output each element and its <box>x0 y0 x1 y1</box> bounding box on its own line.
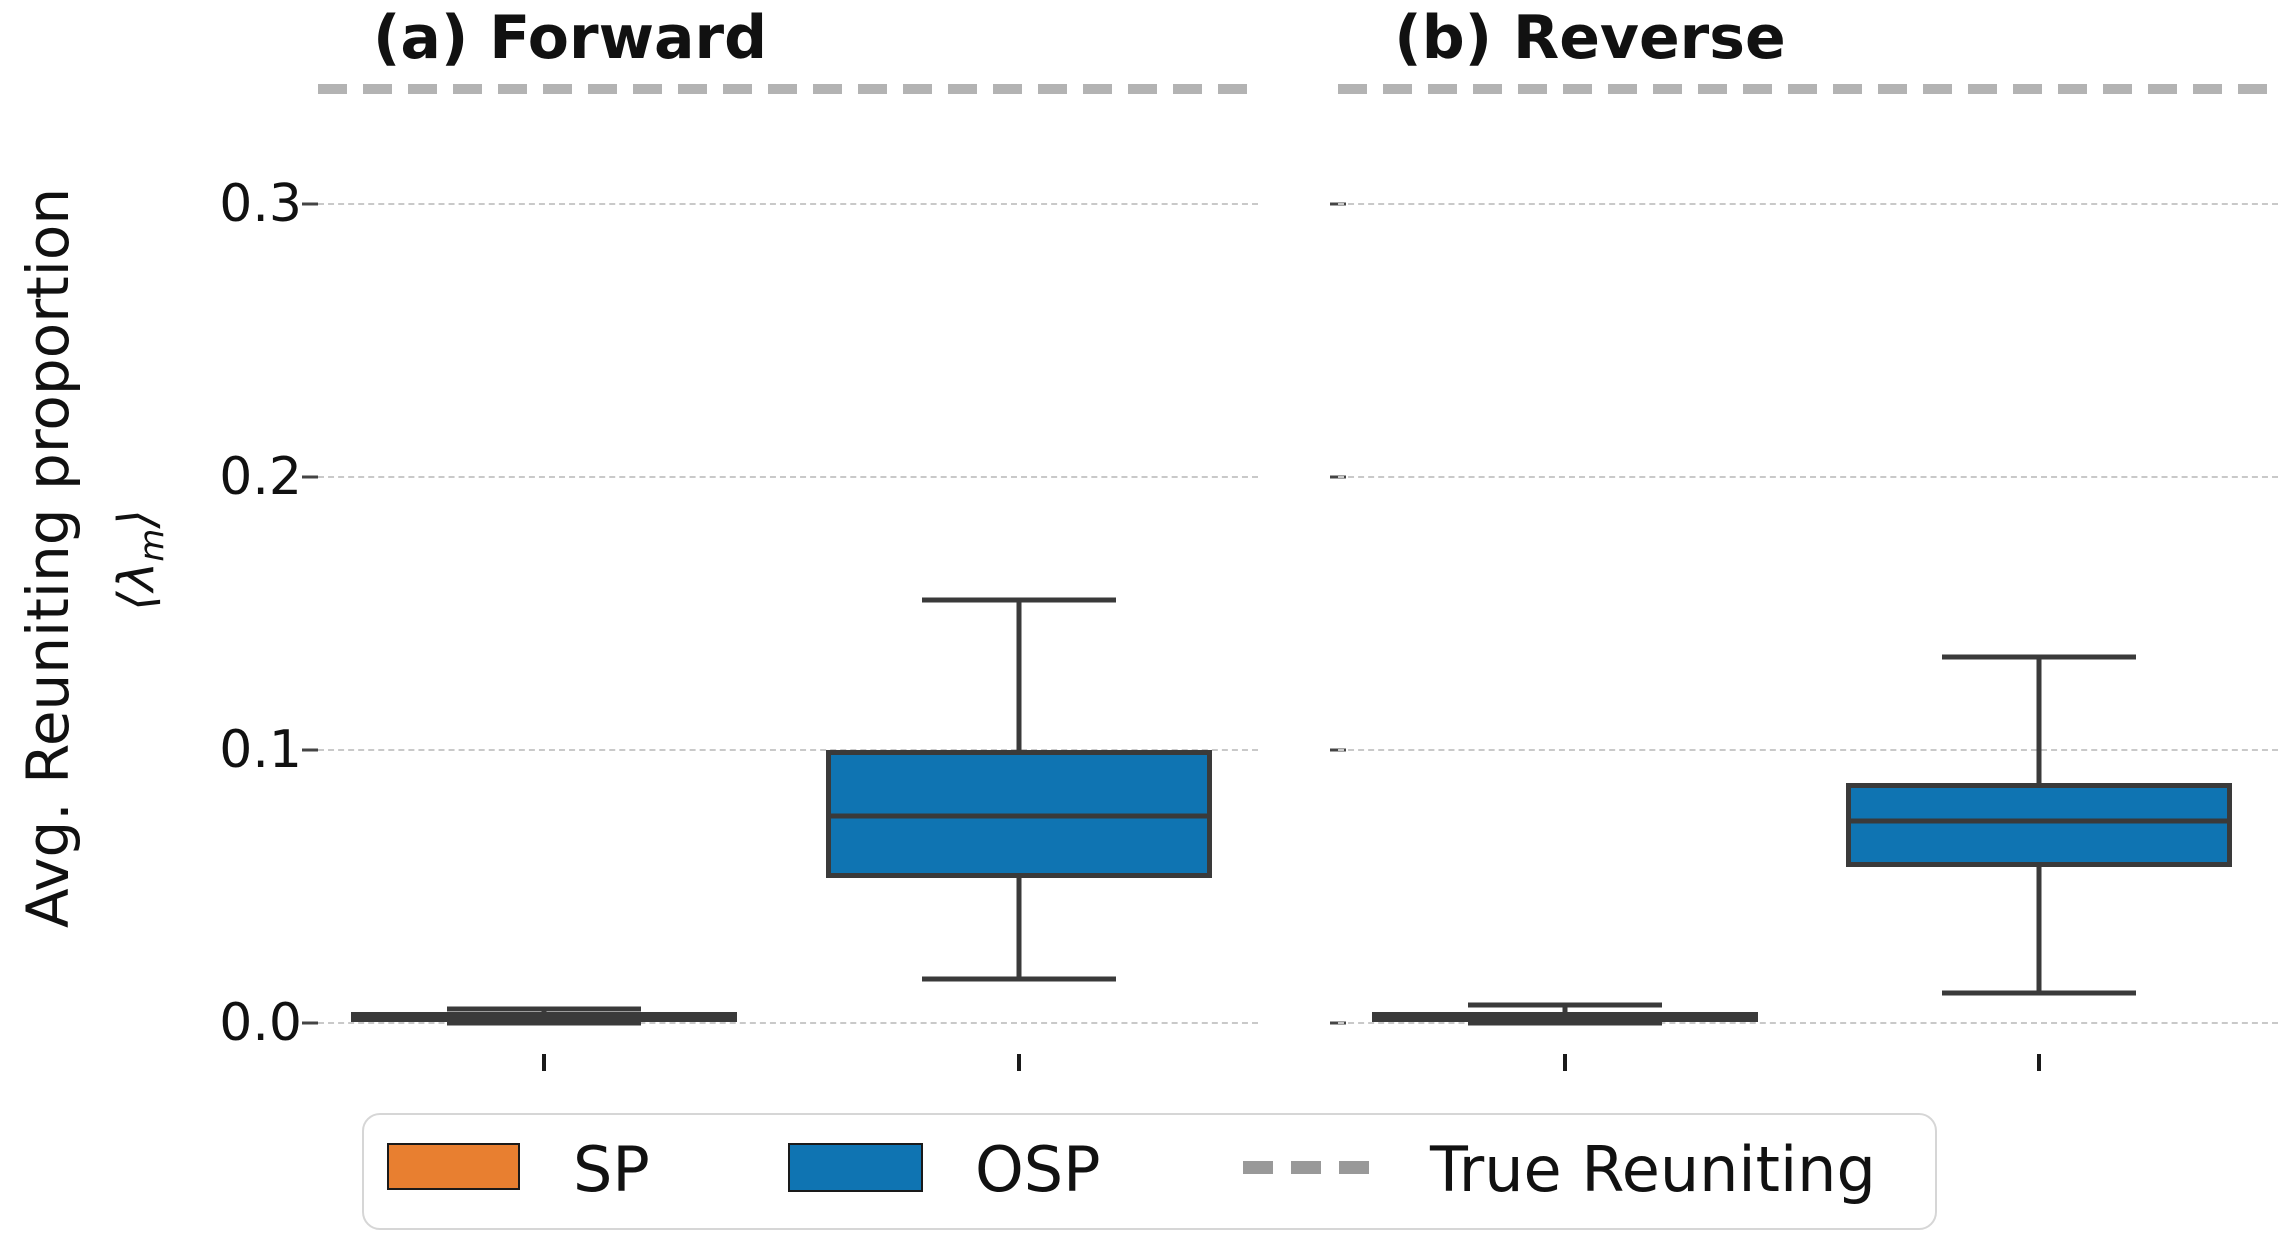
y-tick-mark <box>302 748 318 752</box>
whisker-cap-bottom <box>1942 990 2136 996</box>
median-line <box>826 813 1212 819</box>
box-osp <box>1846 782 2232 868</box>
gridline <box>318 476 1258 478</box>
gridline <box>1338 476 2278 478</box>
y-tick-label: 0.3 <box>219 174 302 234</box>
x-tick-mark <box>542 1054 546 1071</box>
median-line <box>351 1013 737 1019</box>
lambda-subscript: m <box>132 528 173 562</box>
x-tick-mark <box>1563 1054 1567 1071</box>
lambda-bracket-open: ⟨λ <box>107 561 166 611</box>
legend-dash-true-reuniting <box>1243 1161 1380 1174</box>
panel-a-title: (a) Forward <box>372 3 768 73</box>
y-tick-label: 0.1 <box>219 720 302 780</box>
x-tick-mark <box>2037 1054 2041 1071</box>
y-tick-mark <box>302 475 318 479</box>
legend-swatch-sp <box>387 1143 520 1190</box>
true-reuniting-line <box>1338 84 2278 95</box>
whisker-cap-bottom <box>922 976 1116 982</box>
whisker-cap-bottom <box>447 1020 641 1026</box>
y-axis-label: Avg. Reuniting proportion <box>14 187 82 929</box>
gridline <box>318 749 1258 751</box>
y-axis-label-math: ⟨λm⟩ <box>108 509 173 611</box>
y-tick-mark <box>302 202 318 206</box>
lambda-bracket-close: ⟩ <box>107 509 166 529</box>
y-tick-mark <box>302 1021 318 1025</box>
legend-label-sp: SP <box>573 1133 650 1206</box>
legend-label-true-reuniting: True Reuniting <box>1430 1133 1876 1206</box>
true-reuniting-line <box>318 84 1258 95</box>
whisker-cap-top <box>1942 654 2136 660</box>
whisker-cap-top <box>1468 1002 1662 1008</box>
gridline <box>1338 1022 2278 1024</box>
median-line <box>1846 818 2232 824</box>
legend-swatch-osp <box>788 1143 923 1192</box>
whisker-cap-top <box>922 597 1116 603</box>
gridline <box>318 203 1258 205</box>
whisker-cap-bottom <box>1468 1020 1662 1026</box>
gridline <box>318 1022 1258 1024</box>
y-tick-label: 0.0 <box>219 993 302 1053</box>
x-tick-mark <box>1017 1054 1021 1071</box>
median-line <box>1372 1012 1758 1018</box>
panel-b-title: (b) Reverse <box>1394 3 1786 73</box>
legend <box>362 1113 1937 1230</box>
gridline <box>1338 749 2278 751</box>
y-tick-label: 0.2 <box>219 447 302 507</box>
legend-label-osp: OSP <box>975 1133 1101 1206</box>
whisker-cap-top <box>447 1006 641 1012</box>
gridline <box>1338 203 2278 205</box>
